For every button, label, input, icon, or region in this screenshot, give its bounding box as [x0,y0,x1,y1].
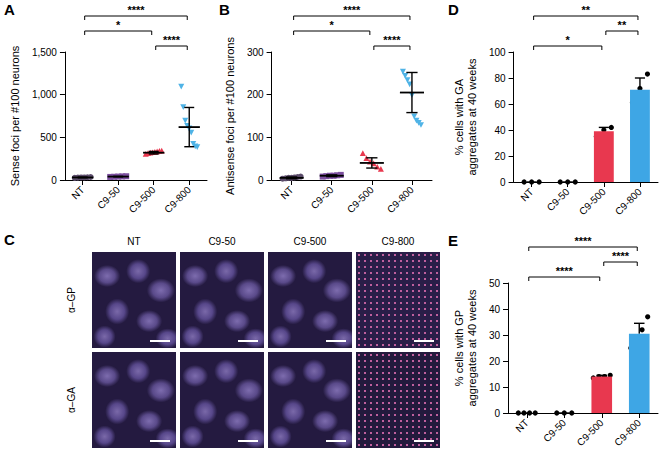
svg-text:C9-500: C9-500 [345,184,376,215]
svg-text:20: 20 [489,356,501,367]
svg-text:50: 50 [489,278,501,289]
svg-text:****: **** [383,34,401,46]
svg-text:C9-800: C9-800 [385,184,416,215]
svg-text:40: 40 [489,304,501,315]
svg-text:**: ** [618,19,627,31]
svg-text:C9-500: C9-500 [127,184,158,215]
svg-text:0: 0 [500,177,506,188]
svg-text:*: * [566,34,571,46]
svg-text:C9-50: C9-50 [545,186,572,213]
svg-text:NT: NT [513,417,530,434]
svg-text:10: 10 [489,382,501,393]
html-text:C9-500: C9-500 [293,236,327,247]
svg-text:****: **** [556,265,574,277]
svg-text:% cells with GP: % cells with GP [453,310,465,386]
svg-text:****: **** [574,235,592,247]
html-text:E: E [448,232,458,249]
svg-text:C9-800: C9-800 [613,186,644,217]
svg-text:C9-800: C9-800 [612,417,643,448]
svg-text:Antisense foci per #100 neuron: Antisense foci per #100 neurons [224,37,236,195]
svg-text:Sense foci per #100 neurons: Sense foci per #100 neurons [9,45,21,186]
svg-text:0: 0 [258,175,264,186]
svg-text:C9-50: C9-50 [95,184,122,211]
svg-text:60: 60 [494,99,506,110]
svg-text:*: * [330,19,335,31]
html-text:B: B [219,1,230,18]
svg-text:aggregates at 40 weeks: aggregates at 40 weeks [466,289,478,406]
svg-text:80: 80 [494,73,506,84]
svg-text:**: ** [582,4,591,16]
html-text:α–GP: α–GP [66,287,77,313]
svg-text:NT: NT [69,184,86,201]
svg-text:30: 30 [489,330,501,341]
svg-text:****: **** [163,34,181,46]
html-text:C9-50: C9-50 [208,236,236,247]
html-text:α–GA: α–GA [66,387,77,413]
svg-text:0: 0 [51,175,57,186]
svg-text:20: 20 [494,151,506,162]
svg-text:% cells with GA: % cells with GA [453,78,465,155]
svg-text:aggregates at 40 weeks: aggregates at 40 weeks [466,58,478,175]
svg-text:*: * [116,19,121,31]
svg-text:C9-50: C9-50 [541,417,568,444]
svg-text:300: 300 [247,47,264,58]
svg-text:1,000: 1,000 [32,89,57,100]
svg-text:C9-800: C9-800 [162,184,193,215]
svg-text:100: 100 [489,47,506,58]
svg-text:200: 200 [247,89,264,100]
svg-text:C9-500: C9-500 [577,186,608,217]
svg-text:****: **** [127,4,145,16]
html-text:C9-800: C9-800 [381,236,415,247]
svg-text:C9-50: C9-50 [309,184,336,211]
svg-text:0: 0 [494,408,500,419]
html-text:A: A [4,1,15,18]
html-text:D: D [448,1,459,18]
svg-text:500: 500 [40,132,57,143]
html-text:NT: NT [127,236,141,247]
svg-text:40: 40 [494,125,506,136]
svg-text:NT: NT [518,186,535,203]
svg-text:NT: NT [278,184,295,201]
svg-text:****: **** [612,250,630,262]
svg-text:100: 100 [247,132,264,143]
svg-text:C9-500: C9-500 [575,417,606,448]
svg-text:****: **** [343,4,361,16]
html-text:C: C [4,231,15,248]
svg-text:1,500: 1,500 [32,47,57,58]
